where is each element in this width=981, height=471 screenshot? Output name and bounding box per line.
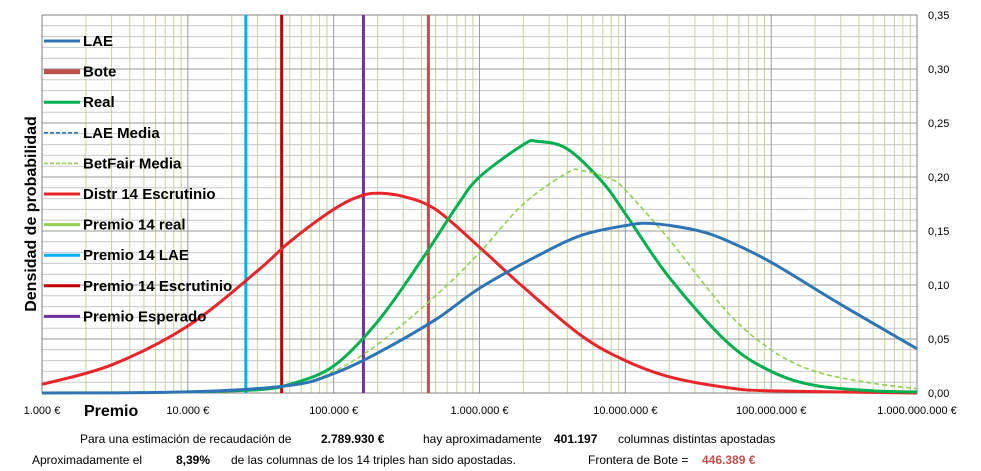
frontera-label: Frontera de Bote =: [588, 453, 689, 467]
footer-text-estimacion: Para una estimación de recaudación de: [80, 432, 292, 446]
y-tick-label: 0,20: [928, 172, 949, 184]
x-axis-title: Premio: [84, 403, 138, 420]
legend-label-premio-14-escrutinio: Premio 14 Escrutinio: [83, 278, 232, 295]
frontera-value: 446.389 €: [702, 453, 756, 467]
footer-text-aproximadamente: Aproximadamente el: [32, 453, 143, 467]
x-tick-label: 100.000.000 €: [736, 405, 806, 417]
porcentaje-value: 8,39%: [176, 453, 211, 467]
footer-text-columnas: columnas distintas apostadas: [618, 432, 776, 446]
y-axis-title: Densidad de probabilidad: [23, 116, 40, 312]
series-distr-14-escrutinio-curve: [41, 191, 918, 395]
x-tick-label: 100.000 €: [309, 405, 358, 417]
legend-label-real: Real: [83, 94, 115, 111]
y-tick-label: 0,00: [928, 388, 949, 400]
x-tick-label: 10.000.000 €: [593, 405, 657, 417]
columnas-value: 401.197: [554, 432, 598, 446]
legend-label-premio-14-real: Premio 14 real: [83, 217, 186, 234]
series-real-curve: [187, 138, 918, 394]
x-tick-label: 1.000.000 €: [450, 405, 508, 417]
y-tick-label: 0,30: [928, 64, 949, 76]
x-tick-label: 1.000.000.000 €: [877, 405, 957, 417]
legend-label-lae-media: LAE Media: [83, 125, 160, 142]
legend-label-distr-14-escrutinio: Distr 14 Escrutinio: [83, 186, 216, 203]
x-tick-label: 1.000 €: [24, 405, 61, 417]
legend-label-lae: LAE: [83, 33, 113, 50]
legend-label-bote: Bote: [83, 64, 116, 81]
y-tick-label: 0,15: [928, 226, 949, 238]
footer-text-hay: hay aproximadamente: [423, 432, 542, 446]
chart-svg: 1.000 € 10.000 € 100.000 € 1.000.000 € 10.00…: [23, 10, 957, 420]
footer-line-1: Para una estimación de recaudación de 2.…: [0, 432, 981, 450]
y-tick-label: 0,25: [928, 118, 949, 130]
footer-line-2: Aproximadamente el 8,39% de las columnas…: [0, 453, 981, 471]
legend-label-betfair-media: BetFair Media: [83, 155, 182, 172]
y-tick-label: 0,35: [928, 10, 949, 22]
series-lae-media-curve: [41, 222, 918, 394]
x-tick-label: 10.000 €: [166, 405, 209, 417]
legend-label-premio-14-lae: Premio 14 LAE: [83, 247, 189, 264]
footer-text-triples: de las columnas de los 14 triples han si…: [231, 453, 516, 467]
recaudacion-value: 2.789.930 €: [321, 432, 385, 446]
y-tick-label: 0,05: [928, 334, 949, 346]
plot-border: [41, 14, 918, 394]
legend-label-premio-esperado: Premio Esperado: [83, 308, 206, 325]
series-betfair-media-curve: [187, 168, 918, 394]
y-tick-label: 0,10: [928, 280, 949, 292]
